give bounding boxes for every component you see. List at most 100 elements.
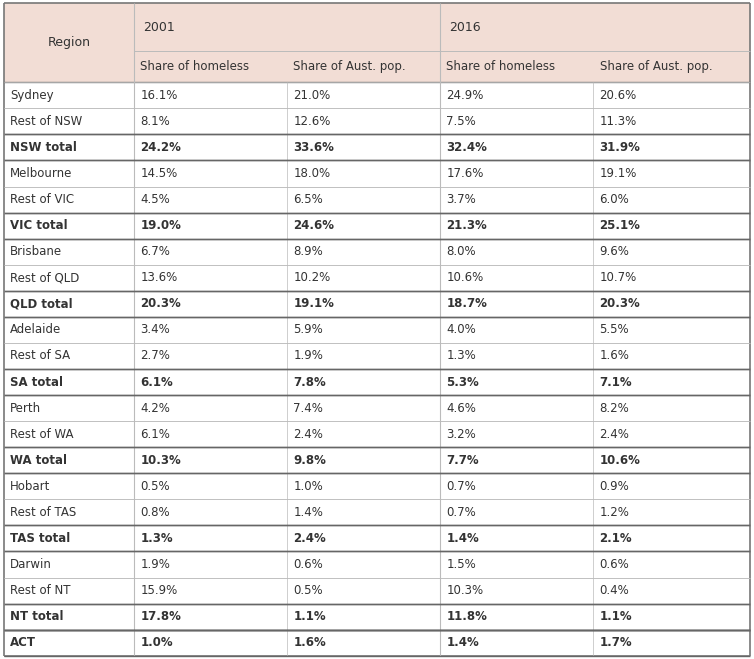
Text: Rest of TAS: Rest of TAS [10,506,76,519]
Bar [4,134,750,160]
Text: 8.2%: 8.2% [599,401,630,415]
Text: 5.9%: 5.9% [293,324,323,336]
Bar [4,108,750,134]
Text: WA total: WA total [10,453,67,467]
Bar [4,186,750,213]
Text: 3.2%: 3.2% [446,428,477,441]
Bar [4,629,750,656]
Text: VIC total: VIC total [10,219,67,232]
Text: 9.6%: 9.6% [599,245,630,258]
Bar [4,473,750,500]
Text: 0.5%: 0.5% [293,584,323,597]
Text: 19.1%: 19.1% [599,167,637,180]
Text: 2.4%: 2.4% [293,532,326,545]
Text: 0.9%: 0.9% [599,480,630,493]
Text: QLD total: QLD total [10,297,72,310]
Text: 16.1%: 16.1% [140,89,178,101]
Text: NSW total: NSW total [10,141,77,154]
Text: 0.6%: 0.6% [599,558,630,571]
Bar [4,3,134,82]
Bar [4,577,750,604]
Text: 2.4%: 2.4% [293,428,323,441]
Text: 1.0%: 1.0% [293,480,323,493]
Text: Region: Region [48,36,90,49]
Text: 1.4%: 1.4% [446,532,480,545]
Text: 7.1%: 7.1% [599,376,632,389]
Text: 0.7%: 0.7% [446,480,477,493]
Bar [134,51,287,82]
Text: 24.2%: 24.2% [140,141,181,154]
Text: 6.1%: 6.1% [140,428,170,441]
Text: 6.1%: 6.1% [140,376,173,389]
Text: 1.0%: 1.0% [140,636,173,649]
Text: 1.3%: 1.3% [140,532,173,545]
Text: 17.6%: 17.6% [446,167,484,180]
Bar [4,552,750,577]
Text: Rest of NT: Rest of NT [10,584,70,597]
Text: 6.0%: 6.0% [599,193,630,206]
Text: 10.6%: 10.6% [446,272,484,284]
Text: 1.2%: 1.2% [599,506,630,519]
Text: 2.7%: 2.7% [140,349,170,362]
Bar [4,525,750,552]
Text: Share of homeless: Share of homeless [446,60,556,73]
Text: 3.7%: 3.7% [446,193,477,206]
Text: 5.5%: 5.5% [599,324,629,336]
Text: 25.1%: 25.1% [599,219,640,232]
Text: 1.6%: 1.6% [599,349,630,362]
Text: Perth: Perth [10,401,41,415]
Text: Hobart: Hobart [10,480,51,493]
Text: 10.3%: 10.3% [446,584,483,597]
Text: 10.2%: 10.2% [293,272,331,284]
Text: Brisbane: Brisbane [10,245,62,258]
Text: 31.9%: 31.9% [599,141,640,154]
Text: Adelaide: Adelaide [10,324,61,336]
Text: 2016: 2016 [449,20,481,34]
Text: 1.3%: 1.3% [446,349,477,362]
Bar [4,343,750,369]
Text: 1.4%: 1.4% [446,636,480,649]
Text: 8.0%: 8.0% [446,245,476,258]
Text: 1.7%: 1.7% [599,636,632,649]
Text: 4.2%: 4.2% [140,401,170,415]
Text: 2.4%: 2.4% [599,428,630,441]
Bar [4,213,750,239]
Text: 0.8%: 0.8% [140,506,170,519]
Bar [4,447,750,473]
Text: 33.6%: 33.6% [293,141,334,154]
Bar [4,291,750,317]
Bar [4,160,750,186]
Bar [4,500,750,525]
Text: 10.6%: 10.6% [599,453,640,467]
Text: 1.6%: 1.6% [293,636,326,649]
Text: 4.6%: 4.6% [446,401,477,415]
Bar [440,51,593,82]
Bar [4,317,750,343]
Text: 0.7%: 0.7% [446,506,477,519]
Text: 7.8%: 7.8% [293,376,326,389]
Text: Share of homeless: Share of homeless [140,60,250,73]
Text: 18.7%: 18.7% [446,297,487,310]
Text: 13.6%: 13.6% [140,272,178,284]
Text: 10.7%: 10.7% [599,272,637,284]
Text: 1.4%: 1.4% [293,506,323,519]
Text: 20.3%: 20.3% [599,297,640,310]
Bar [4,604,750,629]
Text: 24.9%: 24.9% [446,89,484,101]
Text: Sydney: Sydney [10,89,54,101]
Bar [4,421,750,447]
Text: Rest of SA: Rest of SA [10,349,70,362]
Text: 1.9%: 1.9% [140,558,170,571]
Text: 1.9%: 1.9% [293,349,323,362]
Bar [4,369,750,395]
Bar [440,3,750,51]
Bar [287,51,440,82]
Text: 12.6%: 12.6% [293,115,331,128]
Text: 3.4%: 3.4% [140,324,170,336]
Text: 21.0%: 21.0% [293,89,331,101]
Text: Rest of VIC: Rest of VIC [10,193,74,206]
Text: 8.1%: 8.1% [140,115,170,128]
Text: 0.5%: 0.5% [140,480,170,493]
Text: Melbourne: Melbourne [10,167,72,180]
Text: 20.3%: 20.3% [140,297,181,310]
